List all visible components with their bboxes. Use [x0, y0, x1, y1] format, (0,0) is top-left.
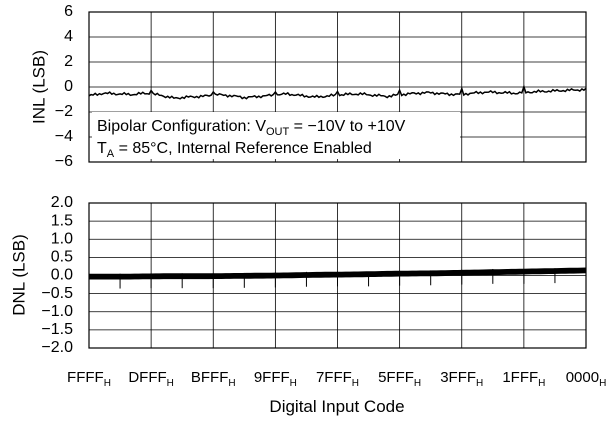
y-tick-label: −6 — [55, 153, 73, 170]
y-tick-label: 2 — [64, 53, 73, 70]
annotation-line-1: Bipolar Configuration: VOUT = −10V to +1… — [97, 118, 406, 138]
inl-y-ticks: 6 4 2 0 −2 −4 −6 — [55, 3, 73, 170]
x-tick-label: 9FFFH — [254, 369, 297, 389]
x-axis-label: Digital Input Code — [269, 397, 404, 416]
y-tick-label: −4 — [55, 128, 73, 145]
x-axis-ticks: FFFFH DFFFH BFFFH 9FFFH 7FFFH 5FFFH 3FFFH 1FFFH… — [67, 369, 606, 389]
y-tick-label: 0.5 — [51, 249, 73, 266]
x-tick-label: BFFFH — [191, 369, 236, 389]
x-tick-label: 1FFFH — [502, 369, 545, 389]
y-tick-label: 4 — [64, 28, 73, 45]
dnl-y-axis-label: DNL (LSB) — [9, 234, 28, 316]
inl-series-line — [88, 84, 587, 100]
x-tick-label: 7FFFH — [316, 369, 359, 389]
dnl-panel: 2.01.51.0 0.50.0−0.5−1.0−1.5−2.0 DNL (LSB… — [9, 194, 587, 356]
dnl-grid — [89, 203, 586, 348]
inl-frame — [88, 11, 587, 163]
x-tick-label: 3FFFH — [440, 369, 483, 389]
x-tick-label: FFFFH — [67, 369, 111, 389]
y-tick-label: −1.5 — [41, 321, 73, 338]
x-tick-label: 0000H — [566, 369, 607, 389]
y-tick-label: 1.5 — [51, 212, 73, 229]
y-tick-label: −2 — [55, 103, 73, 120]
annotation-line-2: TA = 85°C, Internal Reference Enabled — [97, 140, 372, 160]
y-tick-label: 6 — [64, 3, 73, 20]
inl-y-axis-label: INL (LSB) — [29, 50, 48, 124]
y-tick-label: 1.0 — [51, 230, 73, 247]
y-tick-label: −2.0 — [41, 339, 73, 356]
y-tick-label: −1.0 — [41, 303, 73, 320]
dnl-y-ticks: 2.01.51.0 0.50.0−0.5−1.0−1.5−2.0 — [41, 194, 73, 356]
x-tick-label: DFFFH — [128, 369, 174, 389]
y-tick-label: 2.0 — [51, 194, 73, 211]
y-tick-label: −0.5 — [41, 285, 73, 302]
y-tick-label: 0.0 — [51, 267, 73, 284]
x-tick-label: 5FFFH — [378, 369, 421, 389]
dnl-frame — [88, 202, 587, 349]
inl-panel: 6 4 2 0 −2 −4 −6 INL (LSB) Bipolar Configurati… — [29, 3, 587, 170]
y-tick-label: 0 — [64, 78, 73, 95]
dnl-series-band — [89, 267, 586, 289]
inl-annotation-box — [92, 112, 460, 159]
